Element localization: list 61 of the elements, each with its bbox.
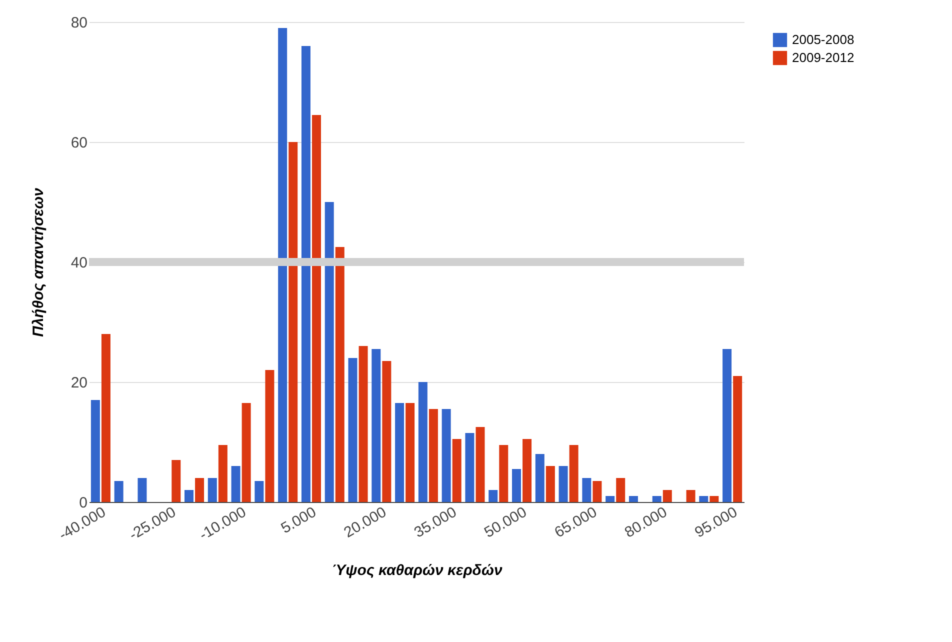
- legend-label: 2005-2008: [792, 32, 854, 47]
- bar: [242, 403, 251, 502]
- bar: [138, 478, 147, 502]
- bar: [382, 361, 392, 502]
- bar: [218, 445, 228, 502]
- bar: [442, 409, 451, 502]
- bar: [606, 496, 615, 502]
- bar: [395, 403, 404, 502]
- bar: [301, 46, 310, 502]
- y-tick-label: 20: [70, 374, 88, 392]
- bar: [558, 466, 568, 502]
- bar: [324, 202, 334, 502]
- bar: [254, 481, 264, 502]
- bar: [546, 466, 555, 502]
- x-axis-title: Ύψος καθαρών κερδών: [332, 562, 503, 579]
- bar: [114, 481, 124, 502]
- bar: [418, 382, 428, 502]
- bar: [288, 142, 298, 502]
- bar: [465, 433, 474, 502]
- bar: [265, 370, 274, 502]
- bar: [733, 376, 742, 502]
- bar: [312, 115, 321, 502]
- x-tick-label: 5.000: [278, 504, 320, 538]
- bar: [699, 496, 708, 502]
- bar: [582, 478, 592, 502]
- bar: [569, 445, 578, 502]
- bar: [208, 478, 217, 502]
- bar: [184, 490, 194, 502]
- y-tick-label: 80: [70, 14, 88, 32]
- bar: [476, 427, 485, 502]
- bar: [406, 403, 415, 502]
- bar: [710, 496, 719, 502]
- bar: [335, 247, 344, 502]
- bar: [348, 358, 358, 502]
- bar: [628, 496, 638, 502]
- bar: [522, 439, 532, 502]
- bar: [90, 400, 100, 502]
- bar: [652, 496, 662, 502]
- bar: [686, 490, 696, 502]
- bar: [428, 409, 438, 502]
- bar: [722, 349, 732, 502]
- bar: [616, 478, 626, 502]
- bar: [101, 334, 110, 502]
- y-tick-label: 0: [79, 494, 88, 512]
- y-tick-label: 60: [70, 134, 88, 152]
- bar: [358, 346, 368, 502]
- bar: [535, 454, 544, 502]
- bar: [499, 445, 508, 502]
- bar: [512, 469, 522, 502]
- bar: [172, 460, 181, 502]
- y-axis-title: Πλήθος απαντήσεων: [30, 187, 47, 337]
- y-tick-label: 40: [70, 254, 88, 272]
- bar: [278, 28, 288, 502]
- legend-label: 2009-2012: [792, 50, 854, 65]
- bar: [592, 481, 602, 502]
- bar: [488, 490, 498, 502]
- bar: [662, 490, 672, 502]
- bar: [195, 478, 204, 502]
- bar: [231, 466, 240, 502]
- bar: [372, 349, 381, 502]
- bar: [452, 439, 462, 502]
